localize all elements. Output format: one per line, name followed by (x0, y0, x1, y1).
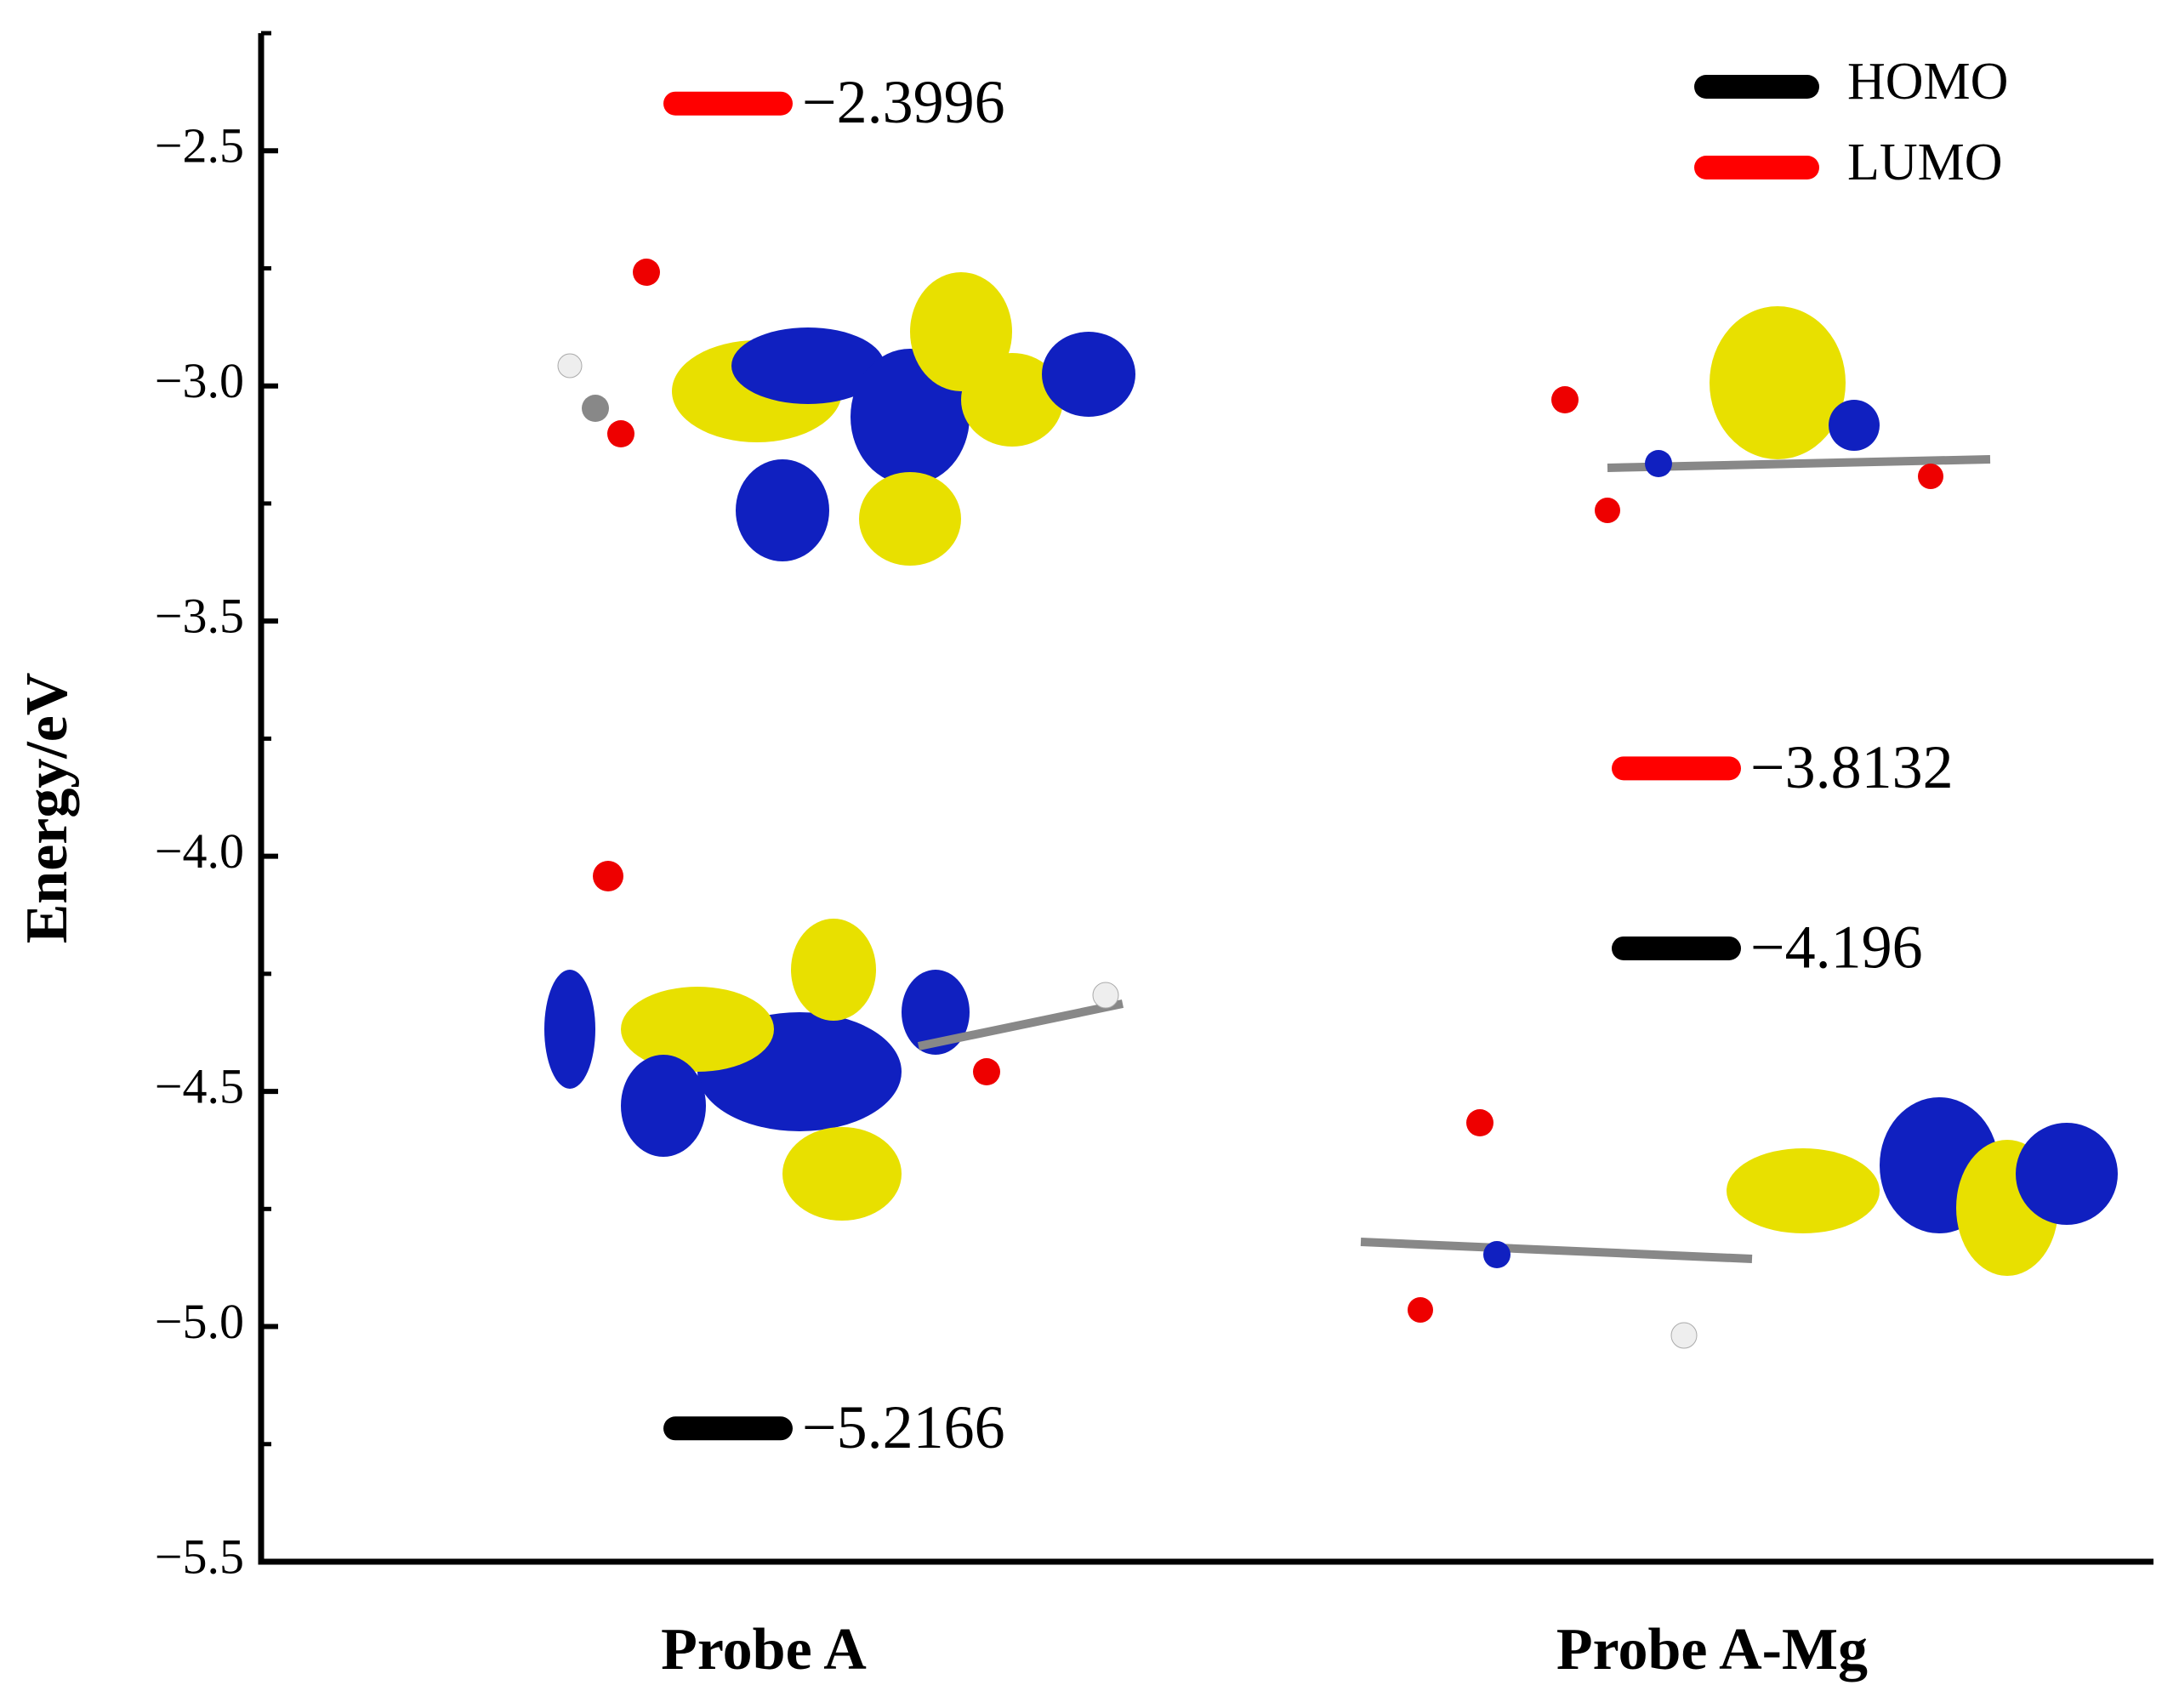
legend-label: HOMO (1847, 53, 2008, 111)
y-tick-label: −3.0 (155, 353, 244, 408)
y-tick-label: −5.5 (155, 1529, 244, 1584)
y-tick-label: −3.5 (155, 588, 244, 643)
y-tick-label: −4.5 (155, 1058, 244, 1113)
value-label: −4.196 (1750, 914, 1923, 982)
y-axis-title: Energy/eV (14, 673, 80, 944)
value-label: −3.8132 (1750, 733, 1954, 801)
x-tick-label: Probe A (661, 1617, 867, 1682)
y-tick-label: −4.0 (155, 823, 244, 879)
value-label: −5.2166 (802, 1393, 1005, 1461)
x-tick-label: Probe A-Mg (1556, 1617, 1868, 1682)
y-tick-label: −2.5 (155, 118, 244, 174)
value-label: −2.3996 (802, 68, 1005, 136)
y-tick-label: −5.0 (155, 1294, 244, 1349)
legend-label: LUMO (1847, 134, 2003, 191)
orbital-illustration (544, 259, 2118, 1349)
